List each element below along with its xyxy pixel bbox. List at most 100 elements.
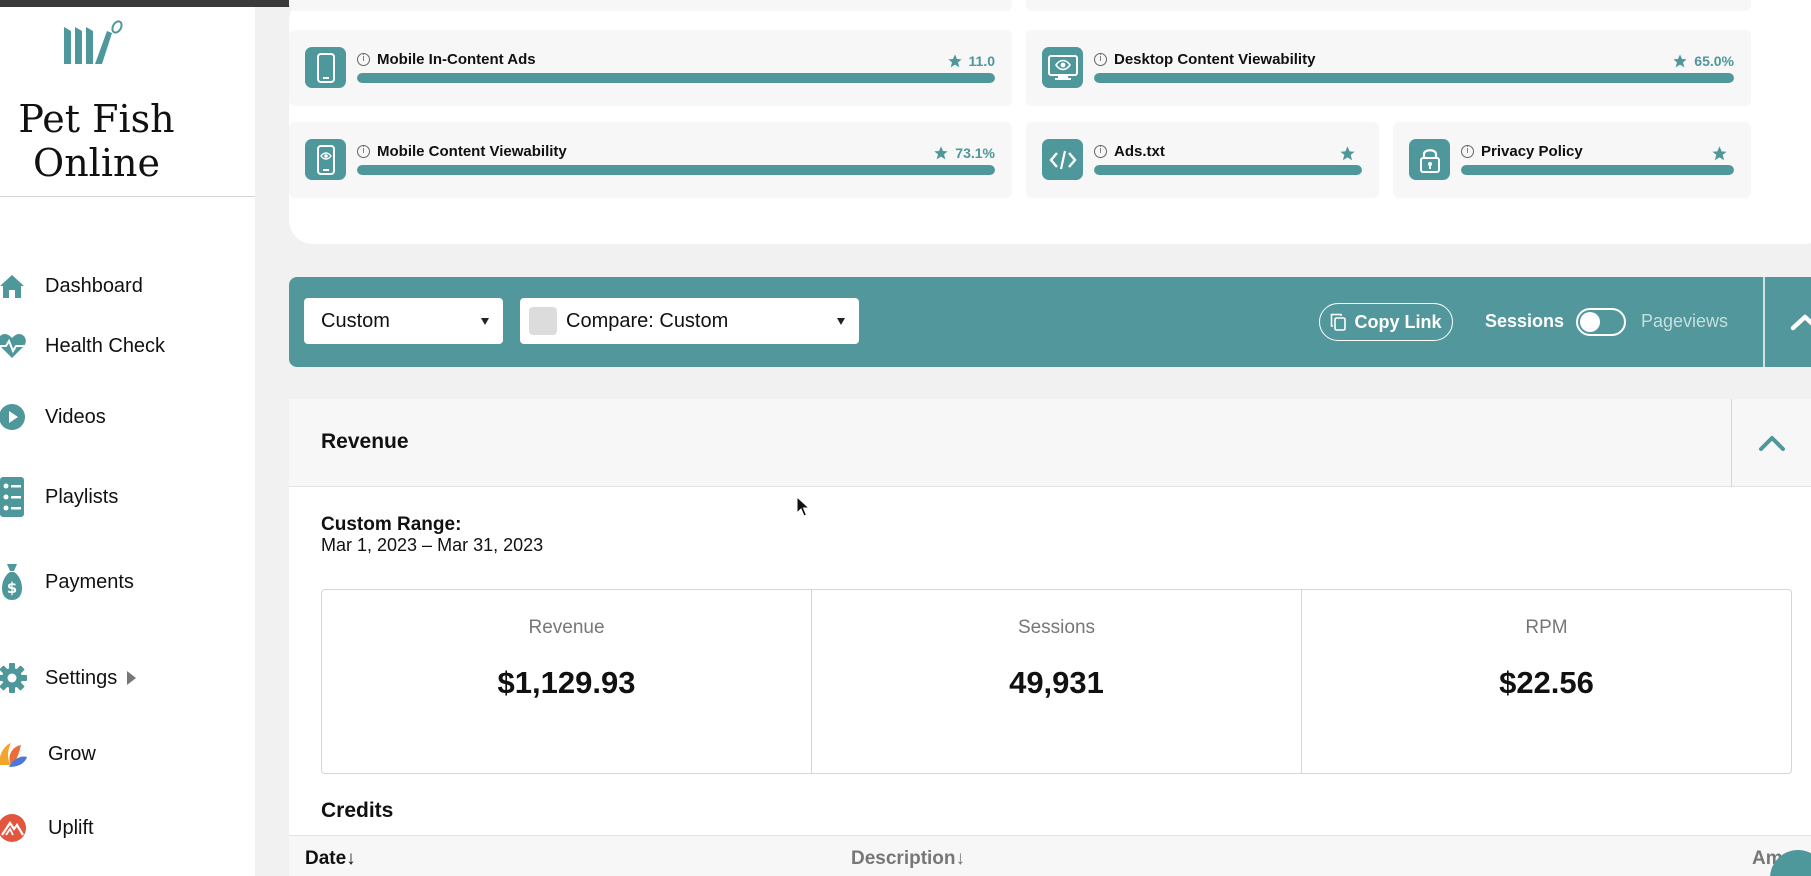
sidebar-item-label: Playlists — [45, 485, 119, 508]
copy-icon — [1331, 313, 1347, 331]
credits-title: Credits — [321, 799, 394, 822]
custom-range-label: Custom Range: — [321, 514, 462, 535]
info-icon[interactable]: i — [1094, 145, 1107, 158]
heartbeat-icon — [0, 330, 28, 362]
sidebar-item-label: Settings — [45, 666, 137, 690]
metric-progress-fill — [357, 165, 995, 175]
sidebar-divider — [0, 196, 255, 197]
metric-progress-bar — [357, 73, 995, 83]
metric-score — [1339, 145, 1362, 162]
stat-label: Sessions — [1017, 617, 1096, 638]
mobile-eye-icon — [305, 139, 346, 180]
mobile-icon — [305, 47, 346, 88]
mouse-cursor-icon — [796, 496, 810, 517]
lock-icon — [1409, 139, 1450, 180]
site-title: Pet Fish Online — [18, 97, 175, 185]
metric-score: 73.1% — [933, 145, 995, 161]
stat-value: 49,931 — [1009, 665, 1104, 700]
sidebar-item-label: Grow — [48, 742, 96, 765]
info-icon[interactable]: i — [1094, 53, 1107, 66]
metric-progress-bar — [1461, 165, 1734, 175]
metric-mobile-content-viewability[interactable]: i Mobile Content Viewability 73.1% — [289, 122, 1012, 198]
desktop-eye-icon — [1042, 47, 1083, 88]
compare-select-value: Compare: Custom — [566, 309, 729, 332]
metric-privacy-policy[interactable]: i Privacy Policy — [1393, 122, 1751, 198]
star-icon — [1673, 54, 1687, 68]
filter-bar-divider — [1763, 277, 1765, 367]
metric-desktop-content-viewability[interactable]: i Desktop Content Viewability 65.0% — [1026, 30, 1751, 106]
sessions-pageviews-toggle[interactable] — [1576, 308, 1626, 336]
toggle-sessions-label: Sessions — [1485, 311, 1565, 331]
metric-ads-txt[interactable]: i Ads.txt — [1026, 122, 1379, 198]
sidebar-item-label: Dashboard — [45, 274, 143, 297]
metric-progress-bar — [1094, 165, 1362, 175]
gear-icon — [0, 662, 28, 694]
metric-progress-bar — [1094, 73, 1734, 83]
metric-label: Mobile Content Viewability — [377, 143, 567, 160]
collapse-revenue-button[interactable] — [1732, 399, 1811, 487]
sidebar-item-label: Uplift — [48, 816, 94, 839]
column-header-date[interactable]: Date↓ — [305, 848, 356, 869]
sidebar-item-label: Videos — [45, 405, 106, 428]
metric-label: Mobile In-Content Ads — [377, 51, 536, 68]
logo-icon — [64, 20, 123, 64]
date-range-select[interactable]: Custom — [304, 298, 503, 344]
play-icon — [0, 401, 28, 433]
compare-select[interactable]: Compare: Custom — [520, 298, 859, 344]
revenue-panel-header[interactable]: Revenue — [289, 399, 1811, 487]
copy-link-label: Copy Link — [1354, 311, 1442, 332]
health-check-card: i Mobile In-Content Ads 11.0 i Desktop C… — [289, 0, 1811, 244]
star-icon — [934, 146, 948, 160]
metric-progress-fill — [357, 73, 995, 83]
copy-link-button[interactable]: Copy Link — [1319, 303, 1453, 341]
info-icon[interactable]: i — [1461, 145, 1474, 158]
metric-label: Desktop Content Viewability — [1114, 51, 1316, 68]
settings-label-text: Settings — [45, 666, 118, 689]
revenue-stats: Revenue $1,129.93 Sessions 49,931 RPM $2… — [321, 589, 1792, 774]
code-icon — [1042, 139, 1083, 180]
sidebar-item-label: Payments — [45, 570, 134, 593]
stat-value: $1,129.93 — [497, 665, 636, 700]
column-header-description[interactable]: Description↓ — [851, 848, 966, 869]
stat-revenue: Revenue $1,129.93 — [322, 590, 812, 773]
revenue-panel-title: Revenue — [321, 430, 409, 453]
grow-icon — [0, 738, 28, 770]
compare-color-swatch — [529, 307, 557, 335]
date-filter-bar: Custom Compare: Custom Copy Link Session… — [289, 277, 1811, 367]
stat-rpm: RPM $22.56 — [1302, 590, 1791, 773]
home-icon — [0, 270, 28, 302]
caret-right-icon — [127, 671, 137, 686]
metric-progress-fill — [1094, 73, 1734, 83]
sidebar-item-label: Health Check — [45, 334, 166, 357]
metric-label: Ads.txt — [1114, 143, 1165, 160]
stat-value: $22.56 — [1499, 665, 1594, 700]
dropdown-arrow-icon — [837, 318, 845, 325]
metric-score: 65.0% — [1672, 53, 1734, 69]
uplift-icon — [0, 812, 28, 844]
star-icon — [1340, 146, 1355, 161]
svg-text:$: $ — [7, 579, 17, 597]
date-range-select-value: Custom — [321, 309, 390, 332]
star-icon — [1712, 146, 1727, 161]
metric-progress-fill — [1094, 165, 1362, 175]
info-icon[interactable]: i — [357, 145, 370, 158]
toggle-pageviews-label: Pageviews — [1641, 311, 1729, 331]
money-bag-icon: $ — [0, 564, 28, 600]
metric-progress-bar — [357, 165, 995, 175]
info-icon[interactable]: i — [357, 53, 370, 66]
header-divider — [1731, 399, 1732, 487]
custom-range-value: Mar 1, 2023 – Mar 31, 2023 — [321, 535, 544, 555]
collapse-filter-button[interactable] — [1765, 277, 1811, 367]
revenue-panel: Revenue Custom Range: Mar 1, 2023 – Mar … — [289, 399, 1811, 876]
main-content: i Mobile In-Content Ads 11.0 i Desktop C… — [255, 0, 1811, 876]
metric-score-value: 73.1% — [955, 145, 995, 161]
metric-label: Privacy Policy — [1481, 143, 1583, 160]
stat-label: RPM — [1525, 617, 1568, 638]
list-icon — [0, 477, 28, 517]
metric-score: 11.0 — [947, 53, 995, 69]
metric-mobile-in-content-ads[interactable]: i Mobile In-Content Ads 11.0 — [289, 30, 1012, 106]
metric-score — [1711, 145, 1734, 162]
metric-score-value: 65.0% — [1694, 53, 1734, 69]
stat-sessions: Sessions 49,931 — [812, 590, 1302, 773]
metric-progress-fill — [1461, 165, 1734, 175]
